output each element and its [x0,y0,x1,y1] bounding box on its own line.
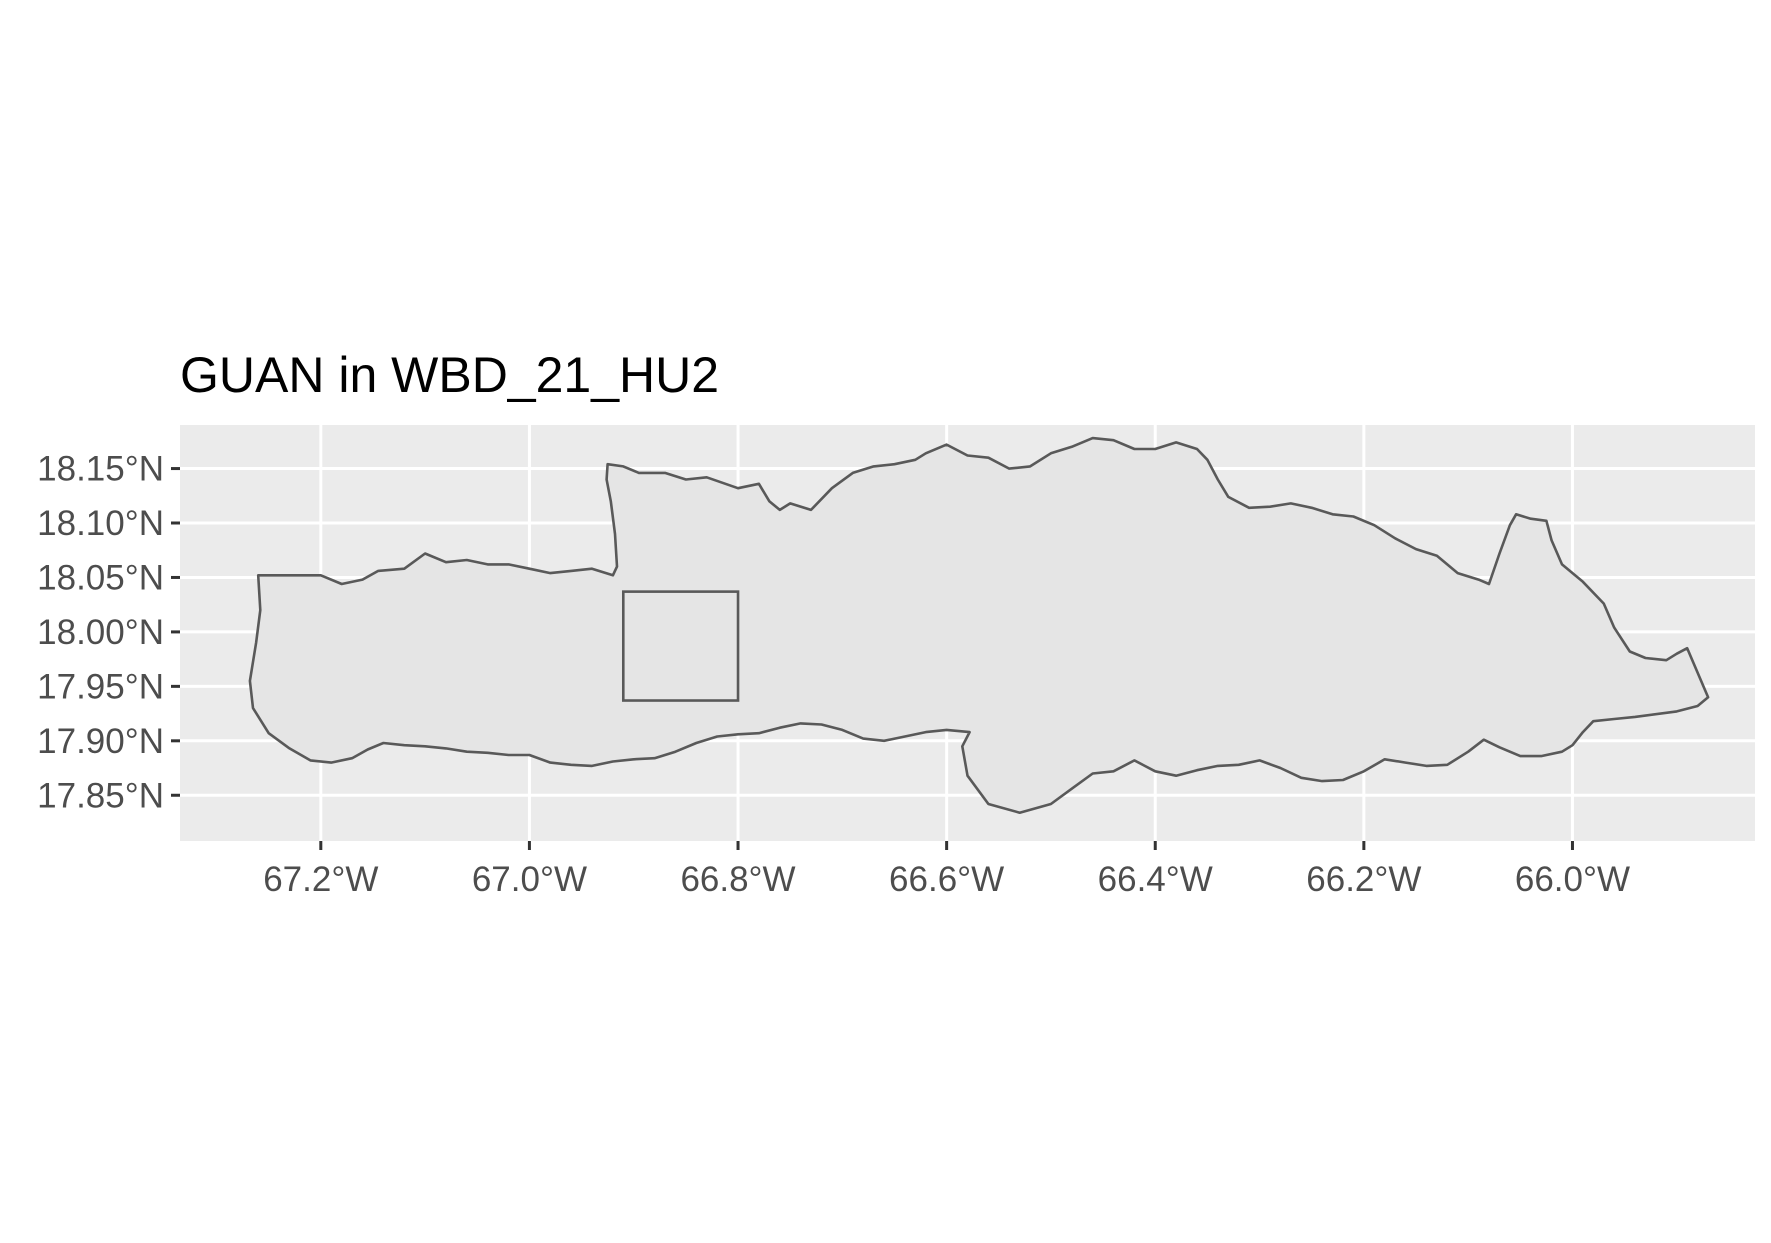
y-tick-label: 18.10°N [37,504,164,543]
x-tick-label: 67.2°W [263,860,378,899]
map-title: GUAN in WBD_21_HU2 [180,347,719,403]
y-tick-label: 17.90°N [37,722,164,761]
y-tick-label: 17.95°N [37,667,164,706]
y-tick-label: 18.05°N [37,558,164,597]
x-tick-label: 67.0°W [472,860,587,899]
y-tick-label: 18.00°N [37,613,164,652]
x-tick-label: 66.0°W [1515,860,1630,899]
x-tick-label: 66.6°W [889,860,1004,899]
x-axis: 67.2°W 67.0°W 66.8°W 66.6°W 66.4°W 66.2°W 66.0… [263,841,1630,899]
y-tick-label: 17.85°N [37,776,164,815]
x-tick-label: 66.8°W [680,860,795,899]
watershed-region-outline [248,436,1710,814]
x-tick-label: 66.2°W [1306,860,1421,899]
y-axis: 18.15°N 18.10°N 18.05°N 18.00°N 17.95°N 17.90… [37,450,180,815]
y-tick-label: 18.15°N [37,450,164,489]
x-tick-label: 66.4°W [1098,860,1213,899]
site-boundary-box [621,590,740,702]
